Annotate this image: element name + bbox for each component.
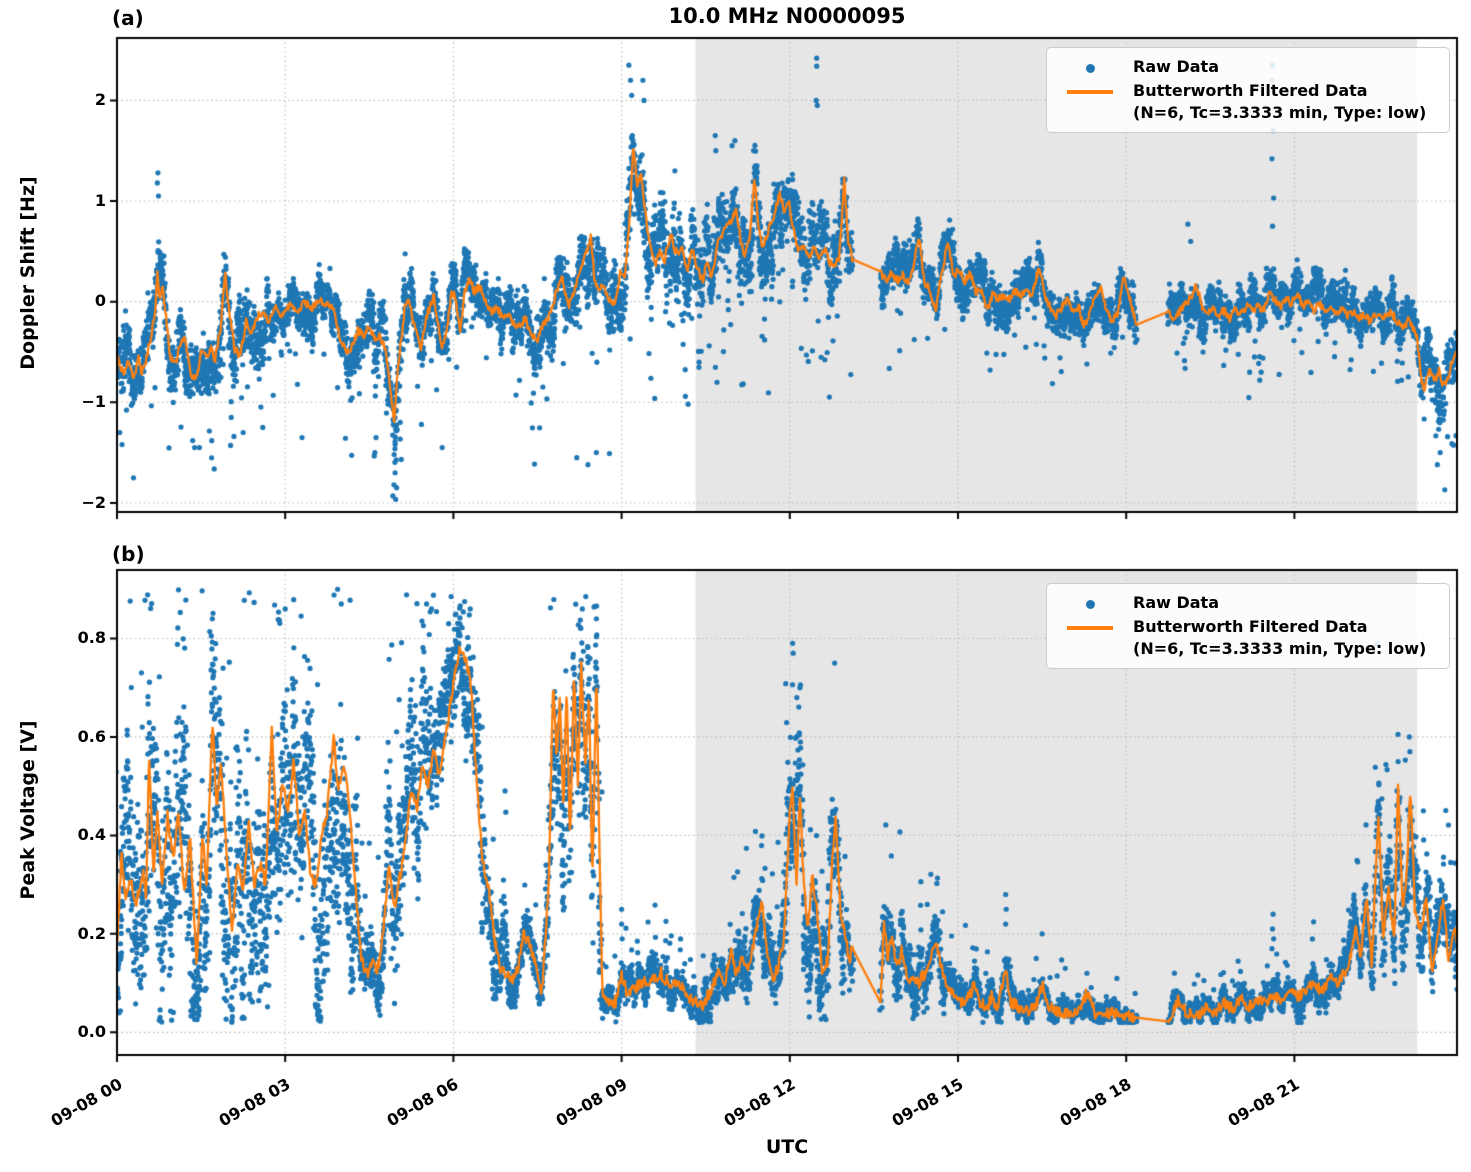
ytick-a: 2 (94, 90, 106, 109)
legend-raw-label: Raw Data (1133, 57, 1219, 76)
filtered-line-icon (1047, 80, 1133, 104)
raw-data-marker-icon (1047, 56, 1133, 80)
legend-filtered-title: Butterworth Filtered Data (1133, 617, 1368, 636)
legend-filtered-params: (N=6, Tc=3.3333 min, Type: low) (1133, 639, 1427, 658)
panel-b-tag: (b) (112, 542, 145, 566)
ytick-b: 0.6 (77, 727, 106, 746)
legend-filtered-params: (N=6, Tc=3.3333 min, Type: low) (1133, 103, 1427, 122)
ytick-a: 0 (94, 291, 106, 310)
ytick-b: 0.8 (77, 628, 106, 647)
ytick-b: 0.2 (77, 924, 106, 943)
ytick-a: −2 (81, 493, 106, 512)
legend-filtered-label: Butterworth Filtered Data (N=6, Tc=3.333… (1133, 80, 1426, 124)
legend-panel-a: Raw Data Butterworth Filtered Data (N=6,… (1046, 47, 1450, 133)
chart-title: 10.0 MHz N0000095 (668, 4, 906, 28)
legend-panel-b: Raw Data Butterworth Filtered Data (N=6,… (1046, 583, 1450, 669)
y-axis-label-voltage: Peak Voltage [V] (17, 720, 39, 900)
legend-filtered-title: Butterworth Filtered Data (1133, 81, 1368, 100)
legend-row-raw: Raw Data (1047, 592, 1439, 616)
filtered-line-icon (1047, 616, 1133, 640)
legend-row-raw: Raw Data (1047, 56, 1439, 80)
x-axis-label: UTC (765, 1136, 809, 1158)
ytick-a: 1 (94, 191, 106, 210)
raw-data-marker-icon (1047, 592, 1133, 616)
ytick-b: 0.0 (77, 1022, 106, 1041)
legend-row-filtered: Butterworth Filtered Data (N=6, Tc=3.333… (1047, 80, 1439, 124)
legend-filtered-label: Butterworth Filtered Data (N=6, Tc=3.333… (1133, 616, 1426, 660)
y-axis-label-doppler: Doppler Shift [Hz] (17, 176, 39, 370)
legend-row-filtered: Butterworth Filtered Data (N=6, Tc=3.333… (1047, 616, 1439, 660)
ytick-a: −1 (81, 392, 106, 411)
panel-a-tag: (a) (112, 6, 144, 30)
ytick-b: 0.4 (77, 825, 106, 844)
legend-raw-label: Raw Data (1133, 593, 1219, 612)
